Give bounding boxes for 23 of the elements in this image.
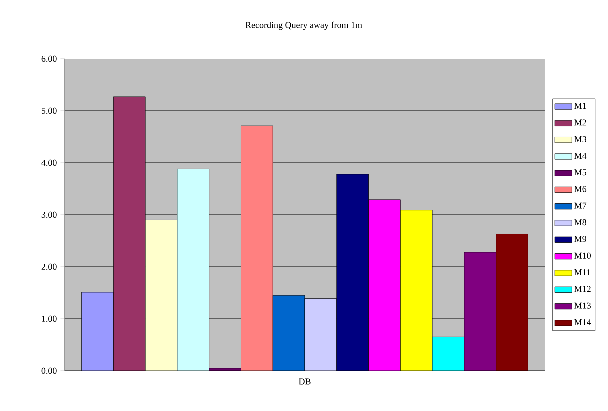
legend-label: M3 <box>574 136 587 142</box>
legend-label: M10 <box>574 252 592 259</box>
legend-label: M1 <box>574 103 586 110</box>
legend-label: M14 <box>574 319 592 326</box>
legend-label: M8 <box>574 219 587 226</box>
y-tick-label: 4.00 <box>42 160 57 166</box>
legend-label: M2 <box>574 120 586 126</box>
y-tick-label: 2.00 <box>42 264 57 270</box>
y-tick-label: 6.00 <box>42 56 57 62</box>
legend-label: M5 <box>574 170 587 176</box>
y-tick-label: 1.00 <box>42 316 57 322</box>
x-tick-label: DB <box>299 378 311 385</box>
legend-label: M4 <box>574 153 587 159</box>
legend-label: M13 <box>574 302 592 309</box>
legend-label: M6 <box>574 186 587 192</box>
legend-label: M12 <box>574 286 591 292</box>
y-tick-label: 3.00 <box>42 212 57 218</box>
legend-label: M7 <box>574 202 587 209</box>
chart-title: Recording Query away from 1m <box>246 22 362 30</box>
y-tick-label: 0.00 <box>42 368 57 374</box>
y-tick-label: 5.00 <box>42 108 57 114</box>
legend-label: M9 <box>574 236 586 242</box>
legend-label: M11 <box>574 270 590 276</box>
